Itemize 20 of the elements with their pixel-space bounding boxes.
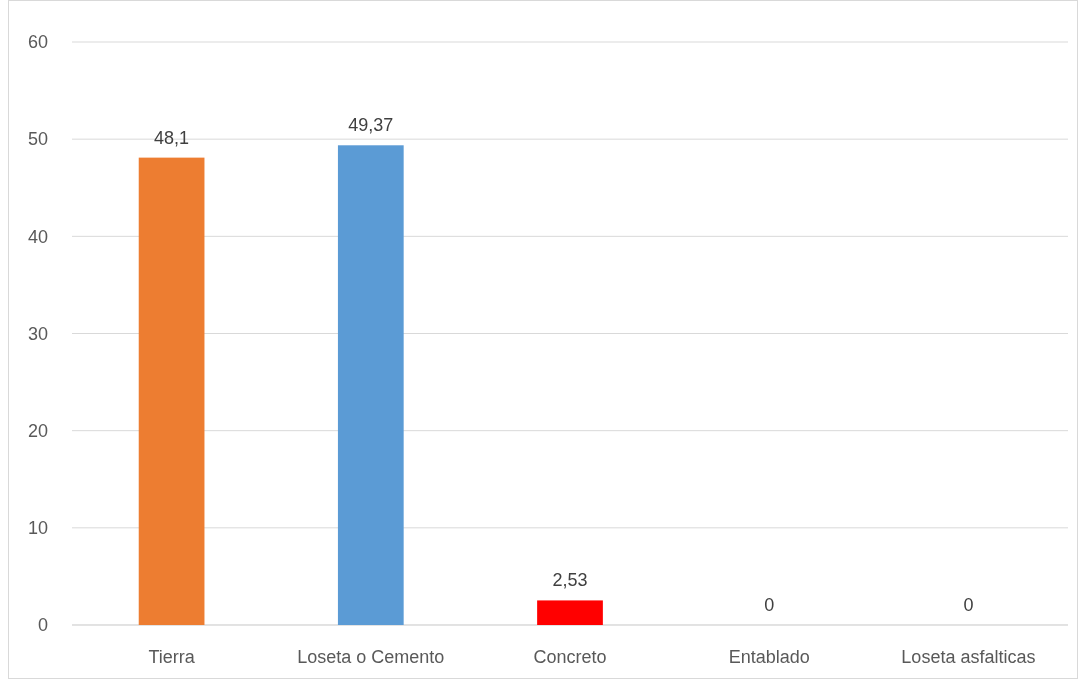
x-tick-label: Entablado <box>728 647 810 667</box>
data-label: 49,37 <box>348 115 394 136</box>
data-label: 48,1 <box>154 127 190 148</box>
bar <box>337 145 404 625</box>
y-tick-label: 40 <box>27 226 48 247</box>
x-tick-label: Tierra <box>148 647 196 667</box>
y-tick-label: 50 <box>27 129 48 150</box>
bar <box>537 600 603 625</box>
data-label: 0 <box>764 595 775 615</box>
x-tick-label: Loseta o Cemento <box>297 647 445 667</box>
data-label: 2,53 <box>552 570 588 591</box>
data-label: 0 <box>963 595 974 615</box>
x-tick-label: Concreto <box>533 647 607 667</box>
y-tick-label: 30 <box>27 323 48 344</box>
y-tick-label: 0 <box>37 615 48 636</box>
y-tick-label: 60 <box>27 32 48 53</box>
x-tick-label: Loseta asfalticas <box>901 647 1036 667</box>
bar <box>138 157 205 625</box>
y-tick-label: 10 <box>27 518 48 539</box>
y-tick-label: 20 <box>27 420 48 441</box>
